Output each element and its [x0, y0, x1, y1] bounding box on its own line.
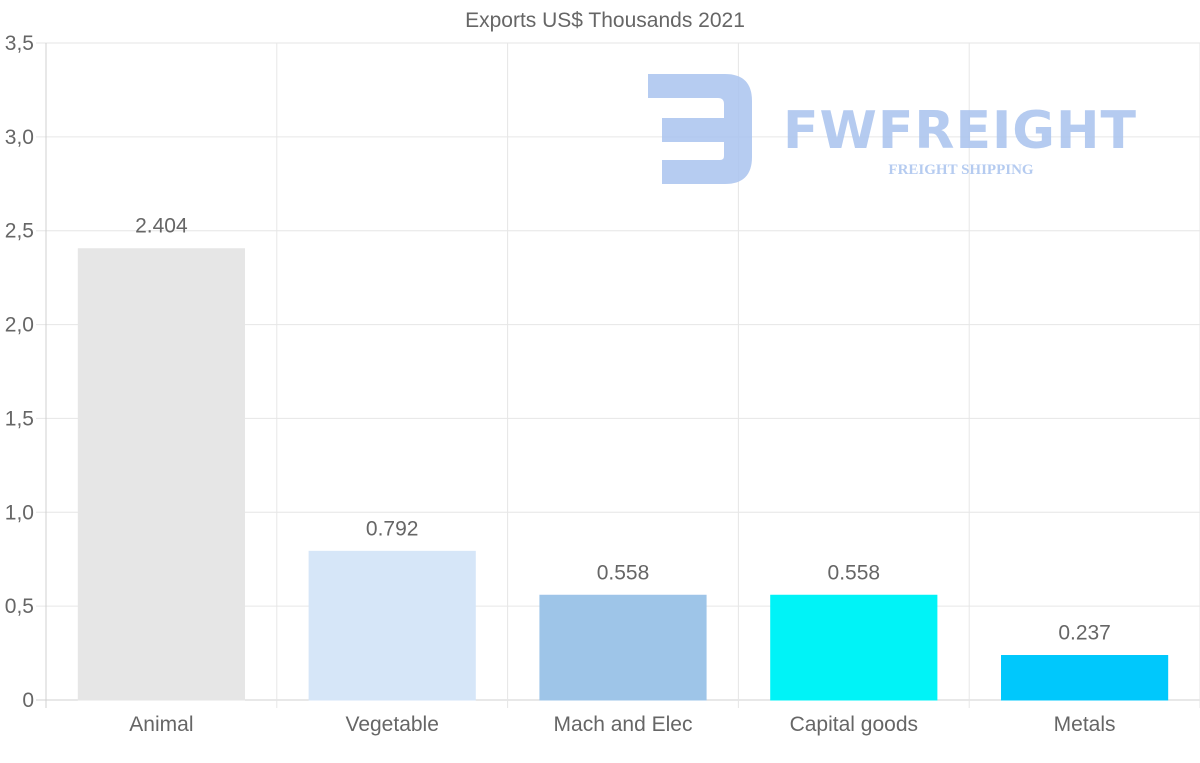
labels: 0 0,5 1,0 1,5 2,0 2,5 3,0 3,5 2.404 Animal 0.792 Ve… [5, 32, 1116, 736]
x-tick-label: Mach and Elec [554, 713, 693, 736]
x-tick-label: Metals [1054, 713, 1116, 736]
bar-metals[interactable] [1001, 655, 1169, 701]
y-tick-label: 2,0 [5, 314, 34, 337]
y-tick-label: 1,5 [5, 407, 34, 430]
y-tick-label: 1,0 [5, 501, 34, 524]
bar-value-label: 2.404 [135, 215, 188, 238]
fw-logo-icon [648, 74, 752, 184]
bar-vegetable[interactable] [308, 550, 476, 701]
x-tick-label: Capital goods [790, 713, 918, 736]
bar-animal[interactable] [77, 248, 245, 701]
watermark-brand: FWFREIGHT [783, 101, 1137, 161]
x-tick-label: Vegetable [345, 713, 438, 736]
bar-value-label: 0.558 [597, 561, 650, 584]
bar-value-label: 0.237 [1058, 622, 1111, 645]
y-tick-label: 2,5 [5, 220, 34, 243]
bar-value-label: 0.558 [828, 561, 881, 584]
y-tick-label: 0,5 [5, 595, 34, 618]
y-tick-label: 3,0 [5, 126, 34, 149]
bar-capital-goods[interactable] [770, 594, 938, 701]
watermark-logo: FWFREIGHT FREIGHT SHIPPING [648, 74, 1137, 184]
y-tick-label: 0 [22, 689, 34, 712]
bars [77, 248, 1169, 701]
chart-title: Exports US$ Thousands 2021 [465, 9, 745, 32]
watermark-tagline: FREIGHT SHIPPING [888, 162, 1033, 178]
bar-value-label: 0.792 [366, 517, 419, 540]
bar-mach-and-elec[interactable] [539, 594, 707, 701]
x-tick-label: Animal [129, 713, 193, 736]
y-tick-label: 3,5 [5, 32, 34, 55]
